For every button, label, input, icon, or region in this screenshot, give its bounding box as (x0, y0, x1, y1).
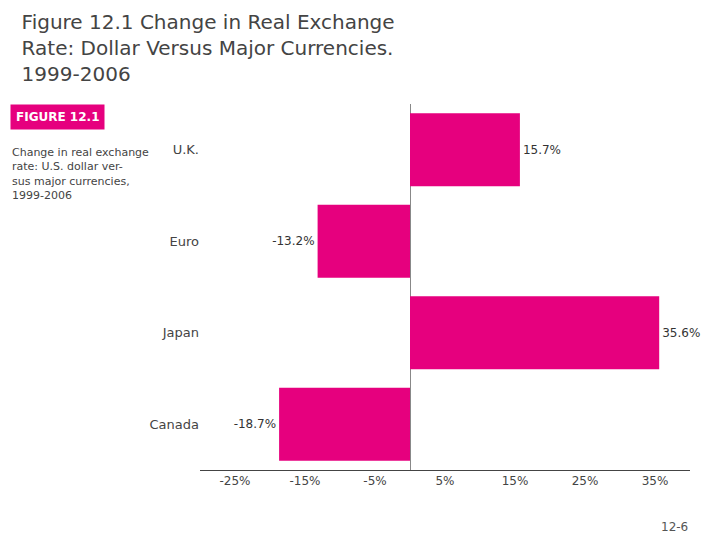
svg-text:-25%: -25% (219, 474, 250, 488)
svg-text:35%: 35% (642, 474, 669, 488)
svg-text:5%: 5% (435, 474, 454, 488)
svg-text:15.7%: 15.7% (523, 143, 561, 157)
svg-text:12-6: 12-6 (661, 520, 688, 534)
svg-text:35.6%: 35.6% (662, 326, 700, 340)
svg-text:15%: 15% (502, 474, 529, 488)
svg-text:25%: 25% (572, 474, 599, 488)
svg-text:Canada: Canada (150, 417, 199, 432)
svg-text:-15%: -15% (289, 474, 320, 488)
svg-text:-5%: -5% (363, 474, 386, 488)
svg-text:-18.7%: -18.7% (234, 417, 276, 431)
svg-text:Euro: Euro (170, 234, 200, 249)
svg-text:FIGURE 12.1: FIGURE 12.1 (16, 110, 99, 124)
svg-text:Change in real exchangerate: U: Change in real exchangerate: U.S. dollar… (12, 146, 149, 202)
svg-text:Japan: Japan (162, 325, 199, 340)
svg-text:-13.2%: -13.2% (272, 234, 314, 248)
svg-text:Figure 12.1 Change in Real Exc: Figure 12.1 Change in Real ExchangeRate:… (22, 10, 395, 86)
svg-text:U.K.: U.K. (173, 142, 199, 157)
